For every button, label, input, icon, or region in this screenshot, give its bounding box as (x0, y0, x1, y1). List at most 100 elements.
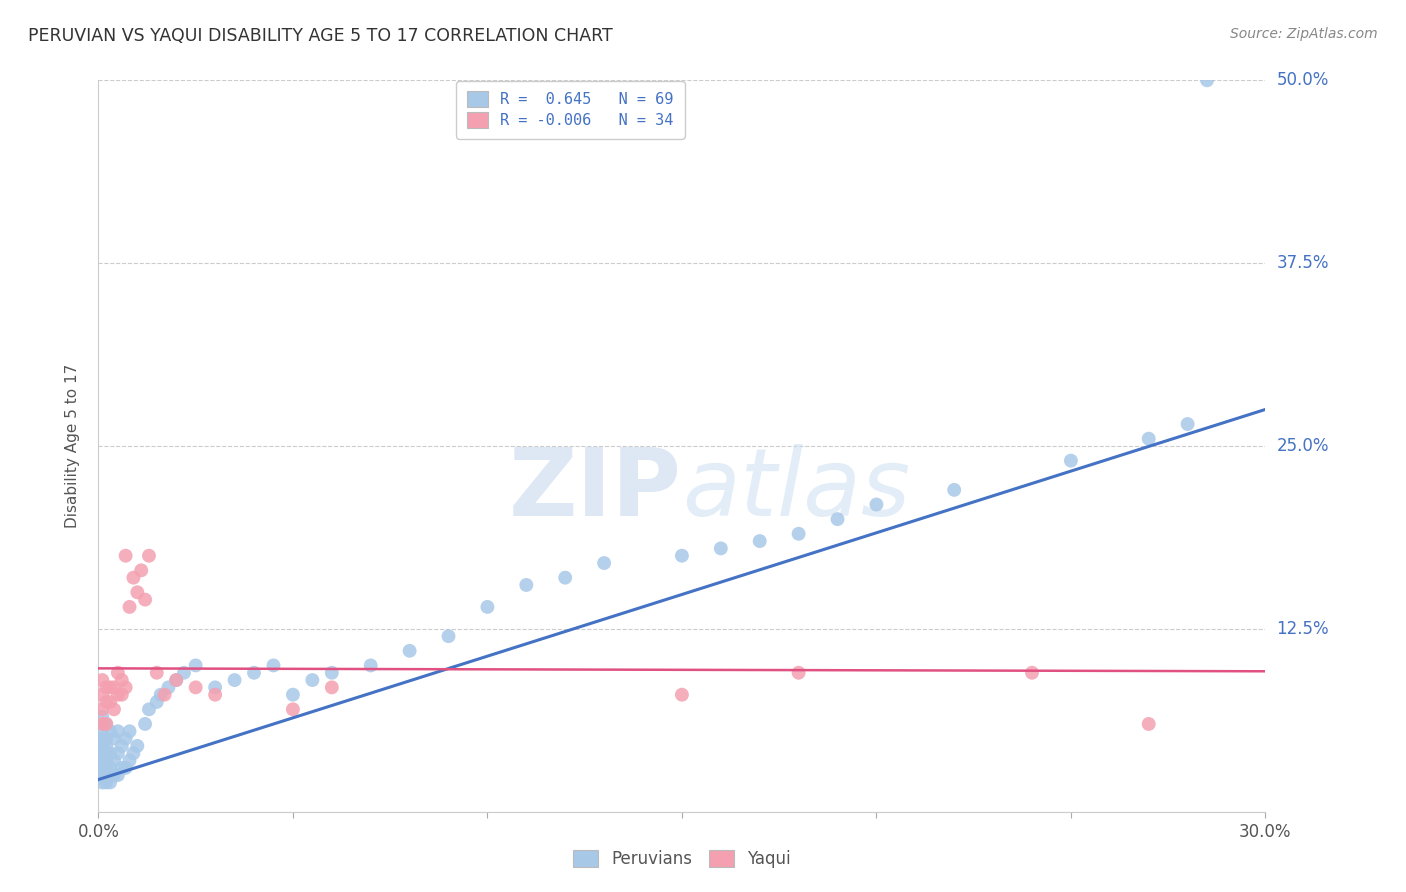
Point (138, 702, 160, 716)
Point (593, 556, 616, 570)
Point (827, 512, 849, 526)
Point (107, 746, 129, 760)
Point (943, 483, 966, 497)
Text: ZIP: ZIP (509, 444, 682, 536)
Point (787, 665, 810, 680)
Point (107, 768, 129, 782)
Point (127, 739, 149, 753)
Point (1195, 73, 1218, 87)
Point (96, 717, 118, 731)
Point (134, 717, 156, 731)
Point (321, 681, 343, 695)
Point (96, 695, 118, 709)
Point (671, 688, 693, 702)
Point (184, 681, 207, 695)
Point (398, 644, 420, 658)
Point (91, 717, 114, 731)
Point (96, 761, 118, 775)
Point (91, 775, 114, 789)
Point (96, 754, 118, 768)
Point (91, 761, 114, 775)
Point (96, 731, 118, 746)
Point (865, 498, 887, 512)
Point (127, 585, 149, 599)
Point (96, 746, 118, 760)
Point (103, 731, 125, 746)
Point (91, 724, 114, 739)
Point (91, 673, 114, 687)
Text: Source: ZipAtlas.com: Source: ZipAtlas.com (1230, 27, 1378, 41)
Point (111, 761, 134, 775)
Point (98, 695, 121, 709)
Point (98, 746, 121, 760)
Point (111, 688, 134, 702)
Point (243, 665, 266, 680)
Point (787, 526, 810, 541)
Point (1177, 417, 1199, 431)
Point (173, 665, 195, 680)
Point (1137, 432, 1160, 446)
Point (98, 724, 121, 739)
Point (91, 702, 114, 716)
Point (146, 665, 169, 680)
Point (204, 681, 226, 695)
Point (321, 665, 343, 680)
Text: 12.5%: 12.5% (1277, 620, 1329, 638)
Point (138, 549, 160, 563)
Point (165, 673, 187, 687)
Legend: Peruvians, Yaqui: Peruvians, Yaqui (565, 842, 799, 877)
Point (91, 768, 114, 782)
Point (111, 673, 134, 687)
Point (91, 717, 114, 731)
Point (96, 775, 118, 789)
Point (165, 673, 187, 687)
Point (107, 724, 129, 739)
Point (114, 731, 136, 746)
Point (96, 768, 118, 782)
Point (477, 599, 499, 614)
Point (91, 709, 114, 723)
Point (96, 739, 118, 753)
Text: 37.5%: 37.5% (1277, 254, 1329, 272)
Point (98, 775, 121, 789)
Point (360, 658, 382, 673)
Point (91, 688, 114, 702)
Point (129, 563, 152, 577)
Point (122, 746, 145, 760)
Point (153, 688, 176, 702)
Point (114, 681, 136, 695)
Point (262, 658, 284, 673)
Point (98, 761, 121, 775)
Point (103, 754, 125, 768)
Point (103, 681, 125, 695)
Point (118, 599, 141, 614)
Point (96, 717, 118, 731)
Point (157, 681, 180, 695)
Point (103, 768, 125, 782)
Text: PERUVIAN VS YAQUI DISABILITY AGE 5 TO 17 CORRELATION CHART: PERUVIAN VS YAQUI DISABILITY AGE 5 TO 17… (28, 27, 613, 45)
Point (671, 549, 693, 563)
Point (91, 754, 114, 768)
Point (301, 673, 323, 687)
Point (748, 534, 770, 549)
Point (149, 688, 172, 702)
Point (118, 754, 141, 768)
Text: atlas: atlas (682, 444, 910, 535)
Text: 50.0%: 50.0% (1277, 71, 1329, 89)
Point (281, 702, 304, 716)
Point (103, 702, 125, 716)
Point (1137, 717, 1160, 731)
Point (437, 629, 460, 643)
Point (118, 724, 141, 739)
Point (281, 688, 304, 702)
Point (91, 746, 114, 760)
Point (146, 695, 169, 709)
Point (107, 688, 129, 702)
Point (114, 761, 136, 775)
Point (224, 673, 246, 687)
Point (111, 739, 134, 753)
Point (96, 681, 118, 695)
Point (184, 658, 207, 673)
Text: 25.0%: 25.0% (1277, 437, 1329, 455)
Point (1021, 665, 1043, 680)
